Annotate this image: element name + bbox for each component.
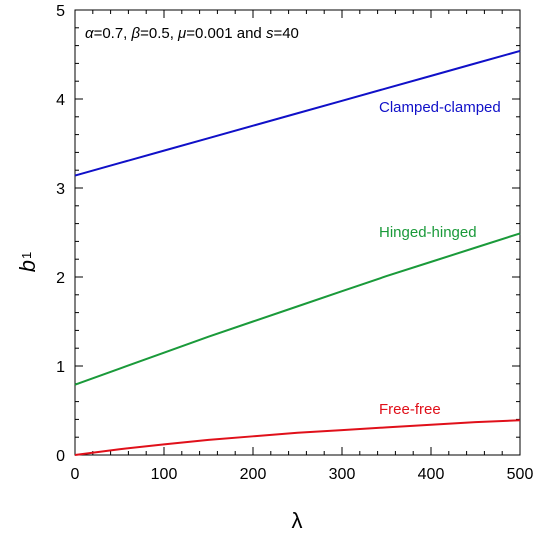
series-label-free-free: Free-free xyxy=(379,401,441,418)
x-tick-label: 100 xyxy=(151,466,178,483)
series-line-free-free xyxy=(74,419,521,456)
tick-labels: 0 100 200 300 400 500 0 1 2 3 4 5 xyxy=(56,3,533,483)
plot-frame xyxy=(74,9,521,456)
y-tick-label: 0 xyxy=(56,448,65,465)
parameters-annotation: α=0.7, β=0.5, μ=0.001 and s=40 xyxy=(85,25,299,42)
y-tick-label: 4 xyxy=(56,92,65,109)
x-axis-label: λ xyxy=(292,508,303,533)
y-tick-label: 3 xyxy=(56,181,65,198)
y-tick-label: 5 xyxy=(56,3,65,20)
axis-ticks xyxy=(74,9,521,456)
y-tick-label: 1 xyxy=(56,359,65,376)
x-tick-label: 300 xyxy=(329,466,356,483)
series-line-hinged-hinged xyxy=(74,232,521,386)
y-tick-label: 2 xyxy=(56,270,65,287)
x-tick-label: 400 xyxy=(418,466,445,483)
y-axis-label: b1 xyxy=(15,252,40,272)
series-label-hinged-hinged: Hinged-hinged xyxy=(379,224,477,241)
x-tick-label: 500 xyxy=(507,466,534,483)
series-label-clamped-clamped: Clamped-clamped xyxy=(379,99,501,116)
series-lines xyxy=(74,49,521,456)
series-line-clamped-clamped xyxy=(74,49,521,177)
x-tick-label: 0 xyxy=(71,466,80,483)
x-tick-label: 200 xyxy=(240,466,267,483)
